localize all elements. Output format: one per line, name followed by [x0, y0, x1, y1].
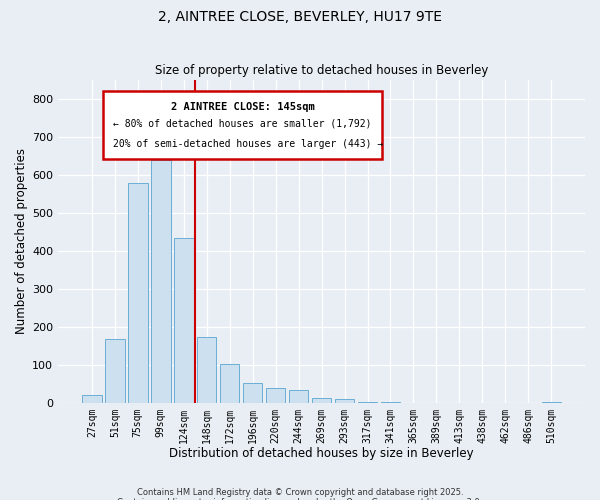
- FancyBboxPatch shape: [103, 91, 382, 158]
- X-axis label: Distribution of detached houses by size in Beverley: Distribution of detached houses by size …: [169, 447, 474, 460]
- Bar: [312, 398, 331, 402]
- Bar: [82, 395, 101, 402]
- Bar: [128, 183, 148, 402]
- Bar: [105, 339, 125, 402]
- Bar: [266, 388, 286, 402]
- Text: 20% of semi-detached houses are larger (443) →: 20% of semi-detached houses are larger (…: [113, 139, 384, 149]
- Bar: [151, 160, 170, 402]
- Bar: [174, 238, 194, 402]
- Text: 2 AINTREE CLOSE: 145sqm: 2 AINTREE CLOSE: 145sqm: [170, 102, 314, 112]
- Text: 2, AINTREE CLOSE, BEVERLEY, HU17 9TE: 2, AINTREE CLOSE, BEVERLEY, HU17 9TE: [158, 10, 442, 24]
- Bar: [335, 399, 355, 402]
- Text: Contains HM Land Registry data © Crown copyright and database right 2025.: Contains HM Land Registry data © Crown c…: [137, 488, 463, 497]
- Title: Size of property relative to detached houses in Beverley: Size of property relative to detached ho…: [155, 64, 488, 77]
- Y-axis label: Number of detached properties: Number of detached properties: [15, 148, 28, 334]
- Bar: [289, 390, 308, 402]
- Text: ← 80% of detached houses are smaller (1,792): ← 80% of detached houses are smaller (1,…: [113, 118, 372, 128]
- Bar: [243, 384, 262, 402]
- Bar: [220, 364, 239, 403]
- Bar: [197, 338, 217, 402]
- Text: Contains public sector information licensed under the Open Government Licence v3: Contains public sector information licen…: [118, 498, 482, 500]
